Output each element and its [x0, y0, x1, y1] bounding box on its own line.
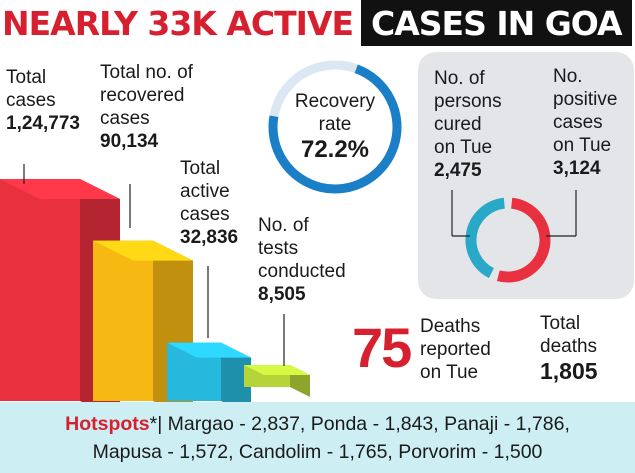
- total-deaths-label: Total deaths 1,805: [540, 312, 598, 384]
- positive-label-l3: cases: [553, 112, 603, 133]
- total-cases-label-l1: Total: [6, 67, 47, 88]
- total-deaths-value: 1,805: [540, 358, 598, 384]
- total-cases-label: Total cases 1,24,773: [6, 66, 80, 135]
- bar-active: [167, 342, 251, 416]
- cured-label-l4: on Tue: [434, 137, 493, 158]
- recovery-value: 72.2%: [300, 136, 370, 163]
- cured-label-l3: cured: [434, 114, 482, 135]
- donut-positive-arc: [496, 197, 551, 283]
- bar-active-side: [221, 342, 251, 416]
- recovered-label-l3: cases: [100, 108, 150, 129]
- total-cases-label-l2: cases: [6, 90, 56, 111]
- headline-part-2: CASES IN GOA: [361, 0, 632, 46]
- daily-panel: [418, 52, 634, 299]
- active-label-l3: cases: [180, 204, 230, 225]
- recovery-label-l2: rate: [318, 114, 352, 135]
- deaths-tue-label-l3: on Tue: [420, 362, 479, 383]
- recovered-label-l2: recovered: [100, 85, 185, 106]
- positive-value: 3,124: [553, 158, 601, 179]
- positive-label: No. positive cases on Tue 3,124: [553, 65, 617, 180]
- recovery-label: Recovery rate 72.2%: [277, 90, 393, 164]
- recovered-value: 90,134: [100, 131, 159, 152]
- cured-label-l1: No. of: [434, 68, 485, 89]
- deaths-tue-label-l1: Deaths: [420, 316, 481, 337]
- hotspots-line-2: Mapusa - 1,572, Candolim - 1,765, Porvor…: [92, 441, 543, 463]
- headline: NEARLY 33K ACTIVE CASES IN GOA: [0, 0, 632, 46]
- active-value: 32,836: [180, 227, 239, 248]
- daily-donut: [451, 190, 577, 283]
- positive-label-l4: on Tue: [553, 135, 612, 156]
- bar-tests: [244, 365, 310, 397]
- tests-label: No. of tests conducted 8,505: [258, 214, 346, 306]
- cured-label: No. of persons cured on Tue 2,475: [434, 67, 502, 182]
- active-label: Total active cases 32,836: [180, 157, 238, 249]
- deaths-tue-label-l2: reported: [420, 339, 491, 360]
- hotspots-key: Hotspots: [65, 413, 150, 435]
- bar-recovered-top: [93, 240, 193, 261]
- bar-total: [0, 179, 120, 421]
- tests-value: 8,505: [258, 284, 306, 305]
- recovery-ring: [268, 60, 402, 194]
- deaths-tue-value: 75: [352, 316, 412, 379]
- cured-label-l2: persons: [434, 91, 502, 112]
- bar-recovered-front: [93, 240, 153, 401]
- total-deaths-label-l1: Total: [540, 313, 581, 334]
- tests-label-l3: conducted: [258, 261, 346, 282]
- cured-value: 2,475: [434, 160, 482, 181]
- active-label-l2: active: [180, 181, 230, 202]
- bar-total-top: [0, 179, 120, 199]
- hotspots-line-1: Hotspots*| Margao - 2,837, Ponda - 1,843…: [0, 411, 635, 437]
- total-deaths-label-l2: deaths: [540, 336, 598, 357]
- recovery-ring-arc: [268, 64, 402, 194]
- active-label-l1: Total: [180, 158, 221, 179]
- headline-part-1: NEARLY 33K ACTIVE: [2, 3, 354, 43]
- bar-active-top: [167, 342, 251, 358]
- bar-tests-top: [244, 365, 310, 375]
- deaths-tue-label: Deaths reported on Tue: [420, 315, 491, 384]
- tests-label-l1: No. of: [258, 215, 309, 236]
- donut-cured-arc: [465, 197, 506, 279]
- hotspots-text-1: Margao - 2,837, Ponda - 1,843, Panaji - …: [162, 413, 570, 435]
- tests-label-l2: tests: [258, 238, 299, 259]
- recovery-label-l1: Recovery: [294, 91, 376, 112]
- hotspots-band: Hotspots*| Margao - 2,837, Ponda - 1,843…: [0, 402, 635, 473]
- recovered-label-l1: Total no. of: [100, 62, 193, 83]
- recovered-label: Total no. of recovered cases 90,134: [100, 61, 193, 153]
- positive-label-l2: positive: [553, 89, 618, 110]
- positive-label-l1: No.: [553, 66, 583, 87]
- total-cases-value: 1,24,773: [6, 113, 80, 134]
- bar-total-front: [0, 179, 80, 401]
- hotspots-mark: *|: [149, 413, 163, 435]
